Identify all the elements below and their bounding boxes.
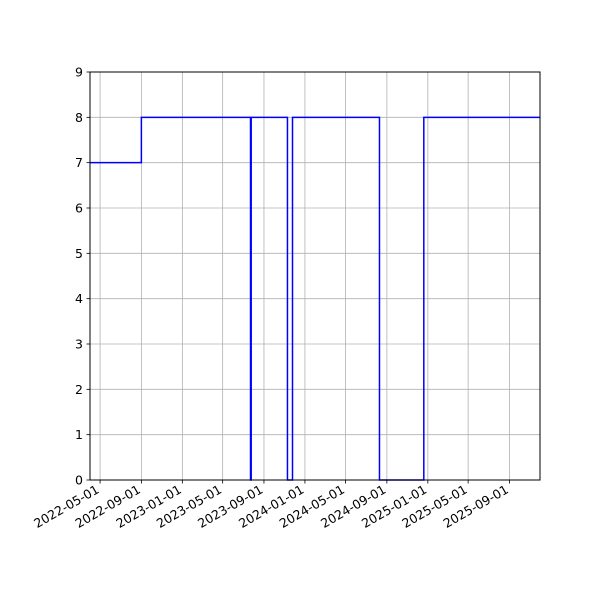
y-tick-label: 2: [75, 382, 83, 397]
y-tick-label: 8: [75, 110, 83, 125]
x-axis: 2022-05-012022-09-012023-01-012023-05-01…: [31, 480, 511, 531]
y-tick-label: 7: [75, 155, 83, 170]
y-tick-label: 4: [75, 291, 83, 306]
grid-lines: [90, 71, 540, 481]
y-tick-label: 3: [75, 337, 83, 352]
y-axis: 0 1 2 3 4 5 6 7 8 9: [75, 65, 90, 488]
y-tick-label: 0: [75, 473, 83, 488]
y-tick-label: 5: [75, 246, 83, 261]
y-tick-label: 9: [75, 65, 83, 80]
y-tick-label: 1: [75, 427, 83, 442]
y-tick-label: 6: [75, 201, 83, 216]
plot-frame: [89, 71, 541, 481]
